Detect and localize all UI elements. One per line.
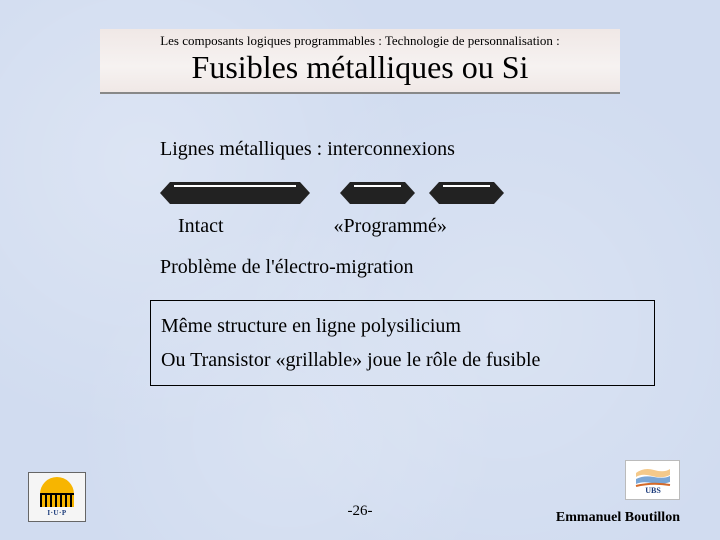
- ubs-icon: UBS: [632, 465, 674, 495]
- heading-interconnexions: Lignes métalliques : interconnexions: [160, 138, 620, 161]
- info-box: Même structure en ligne polysilicium Ou …: [150, 300, 655, 386]
- fuse-programmed-shape: [340, 182, 504, 204]
- fuse-labels: Intact «Programmé»: [160, 215, 620, 238]
- title-box: Les composants logiques programmables : …: [100, 29, 620, 94]
- problem-text: Problème de l'électro-migration: [160, 256, 620, 279]
- iup-dome-icon: [40, 477, 74, 495]
- title-main: Fusibles métalliques ou Si: [100, 49, 620, 86]
- author-name: Emmanuel Boutillon: [556, 510, 680, 526]
- label-intact: Intact: [178, 215, 224, 238]
- fuse-diagram: [160, 179, 620, 207]
- label-programmed: «Programmé»: [334, 215, 447, 238]
- content-area: Lignes métalliques : interconnexions Int…: [160, 138, 620, 279]
- title-subtitle: Les composants logiques programmables : …: [100, 33, 620, 49]
- fuse-intact-shape: [160, 182, 310, 204]
- box-line-2: Ou Transistor «grillable» joue le rôle d…: [161, 343, 644, 377]
- fuse-svg: [160, 179, 520, 207]
- svg-text:UBS: UBS: [645, 486, 661, 495]
- box-line-1: Même structure en ligne polysilicium: [161, 309, 644, 343]
- logo-ubs: UBS: [625, 460, 680, 500]
